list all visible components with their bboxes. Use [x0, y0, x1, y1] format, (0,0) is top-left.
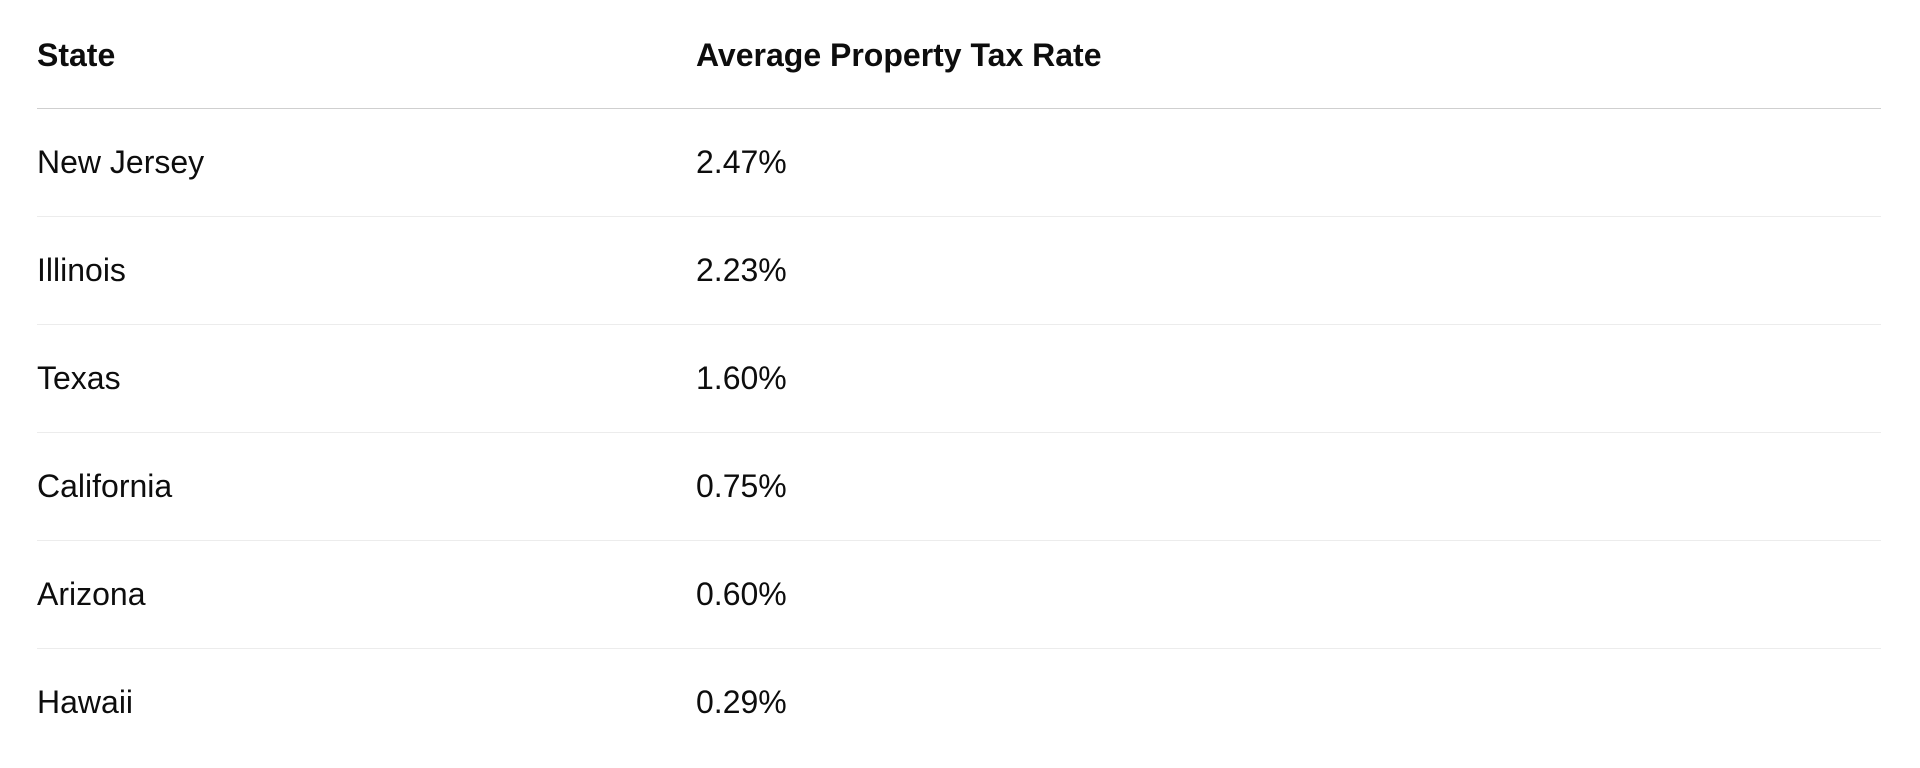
rate-cell: 0.75% — [696, 432, 1881, 541]
state-cell: Arizona — [37, 540, 696, 649]
table-row: New Jersey 2.47% — [37, 108, 1881, 217]
column-header-rate: Average Property Tax Rate — [696, 0, 1881, 109]
state-cell: Texas — [37, 324, 696, 433]
table-row: Hawaii 0.29% — [37, 649, 1881, 757]
rate-cell: 1.60% — [696, 324, 1881, 433]
header-row: State Average Property Tax Rate — [37, 0, 1881, 109]
state-cell: Illinois — [37, 216, 696, 325]
state-cell: Hawaii — [37, 684, 134, 720]
table-header: State Average Property Tax Rate — [37, 0, 1881, 109]
table-body: New Jersey 2.47% Illinois 2.23% Texas 1.… — [37, 108, 1881, 757]
property-tax-table: State Average Property Tax Rate New Jers… — [37, 0, 1881, 756]
rate-cell: 2.47% — [696, 108, 1881, 217]
rate-cell: 0.29% — [696, 684, 787, 720]
state-cell: California — [37, 432, 696, 541]
rate-cell: 0.60% — [696, 540, 1881, 649]
state-cell: New Jersey — [37, 108, 696, 217]
table-row: California 0.75% — [37, 432, 1881, 541]
table-row: Illinois 2.23% — [37, 216, 1881, 325]
table-row: Arizona 0.60% — [37, 540, 1881, 649]
property-tax-table-container: State Average Property Tax Rate New Jers… — [37, 0, 1881, 756]
column-header-state: State — [37, 0, 696, 109]
table-row: Texas 1.60% — [37, 324, 1881, 433]
rate-cell: 2.23% — [696, 216, 1881, 325]
